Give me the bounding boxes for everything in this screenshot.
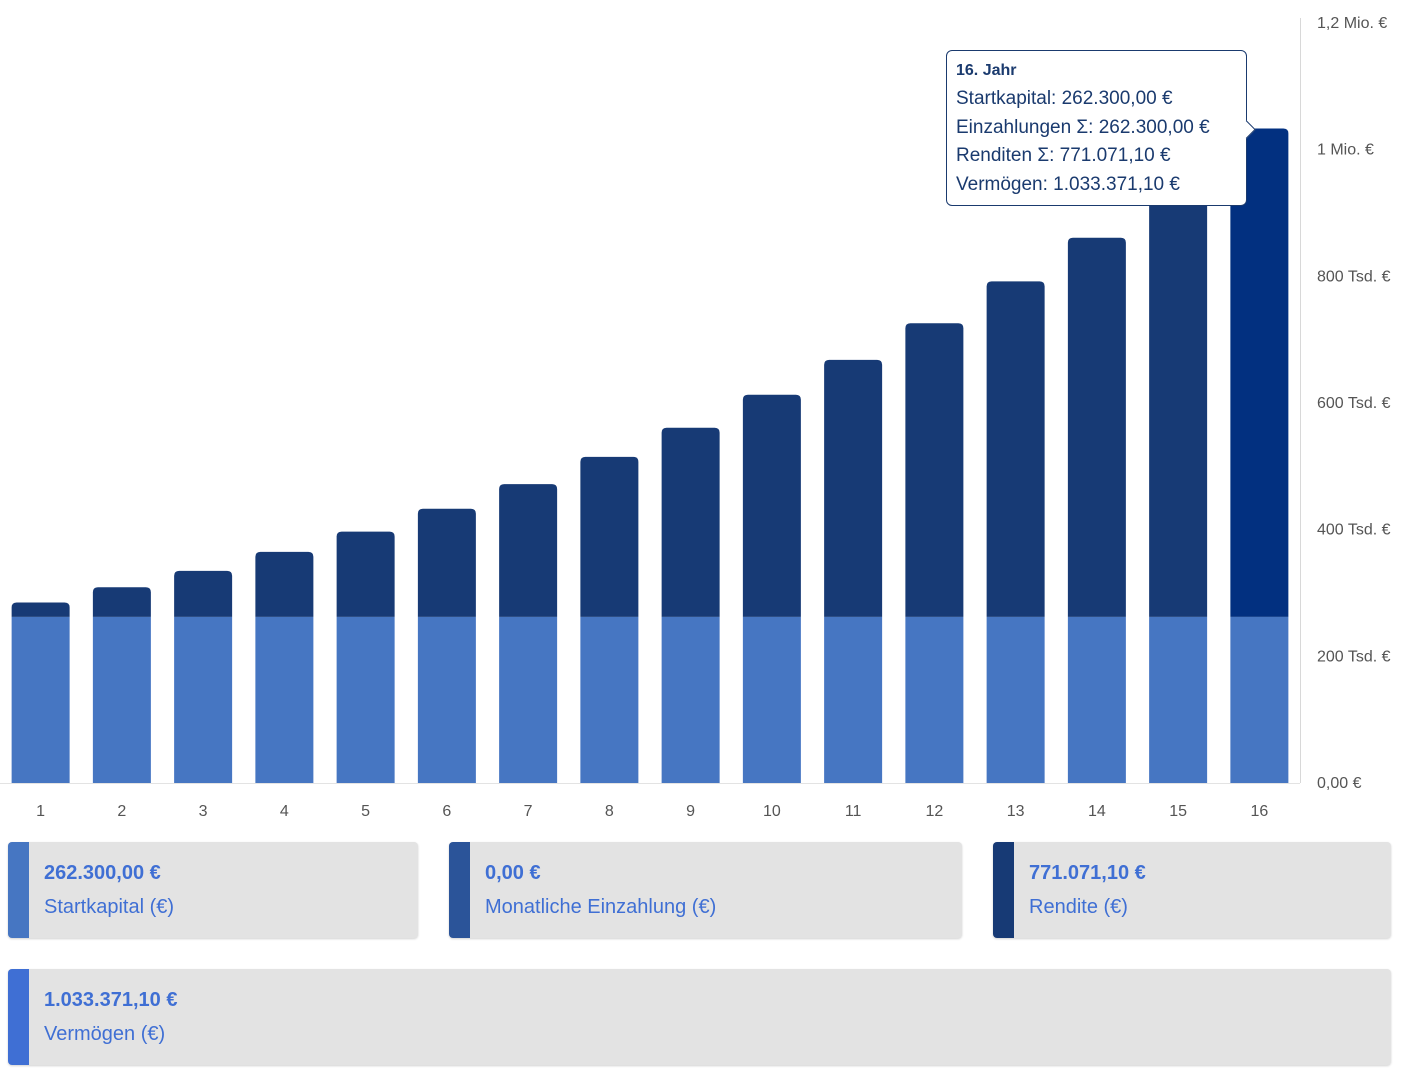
bar-rendite-4 [255, 551, 314, 617]
card-label: Monatliche Einzahlung (€) [485, 896, 717, 918]
chart-tooltip: 16. Jahr Startkapital: 262.300,00 € Einz… [946, 50, 1256, 206]
summary-card-rendite: 771.071,10 € Rendite (€) [993, 842, 1391, 938]
y-tick-label: 1 Mio. € [1317, 142, 1374, 159]
bar-startkapital-13 [986, 616, 1045, 783]
x-tick-label: 9 [686, 803, 695, 820]
bar-rendite-6 [417, 508, 476, 617]
card-value: 0,00 € [485, 862, 541, 884]
bar-startkapital-16 [1230, 616, 1289, 783]
tooltip-title: 16. Jahr [956, 62, 1017, 79]
bar-startkapital-12 [905, 616, 964, 783]
bar-rendite-5 [336, 531, 395, 617]
tooltip-renditen: Renditen Σ: 771.071,10 € [956, 145, 1171, 166]
wealth-chart: 0,00 € 200 Tsd. € 400 Tsd. € 600 Tsd. € 800 … [0, 15, 1391, 820]
y-tick-label: 200 Tsd. € [1317, 648, 1391, 665]
bar-rendite-3 [174, 570, 233, 617]
tooltip-einzahlungen: Einzahlungen Σ: 262.300,00 € [956, 116, 1210, 138]
x-tick-label: 6 [442, 803, 451, 820]
card-label: Rendite (€) [1029, 896, 1128, 918]
bar-startkapital-10 [742, 616, 801, 783]
bar-rendite-11 [824, 359, 883, 617]
card-color-stripe [449, 842, 470, 938]
x-tick-label: 11 [845, 803, 862, 820]
bar-rendite-14 [1067, 237, 1126, 617]
bar-rendite-10 [742, 394, 801, 617]
x-tick-label: 7 [524, 803, 533, 820]
card-color-stripe [8, 969, 29, 1065]
x-tick-label: 2 [117, 803, 126, 820]
bar-rendite-8 [580, 456, 639, 617]
summary-card-startkapital: 262.300,00 € Startkapital (€) [8, 842, 418, 938]
bar-startkapital-7 [499, 616, 558, 783]
tooltip-vermoegen: Vermögen: 1.033.371,10 € [956, 173, 1180, 195]
x-tick-label: 10 [763, 803, 781, 820]
tooltip-startkapital: Startkapital: 262.300,00 € [956, 88, 1173, 109]
x-tick-label: 16 [1250, 803, 1268, 820]
x-tick-label: 4 [280, 803, 289, 820]
x-tick-label: 12 [925, 803, 943, 820]
bar-rendite-1 [11, 602, 70, 617]
x-tick-label: 13 [1007, 803, 1025, 820]
bar-startkapital-4 [255, 616, 314, 783]
y-tick-label: 0,00 € [1317, 775, 1362, 792]
bars-group [11, 128, 1289, 783]
card-color-stripe [8, 842, 29, 938]
chart-canvas: 0,00 € 200 Tsd. € 400 Tsd. € 600 Tsd. € 800 … [0, 15, 1391, 820]
bar-startkapital-11 [824, 616, 883, 783]
bar-rendite-9 [661, 427, 720, 617]
bar-startkapital-14 [1067, 616, 1126, 783]
x-axis: 1 2 3 4 5 6 7 8 9 10 11 12 13 14 15 16 [0, 783, 1300, 820]
card-color-stripe [993, 842, 1014, 938]
bar-startkapital-5 [336, 616, 395, 783]
y-tick-label: 1,2 Mio. € [1317, 15, 1387, 32]
summary-card-einzahlung: 0,00 € Monatliche Einzahlung (€) [449, 842, 962, 938]
card-value: 262.300,00 € [44, 862, 161, 884]
bar-rendite-13 [986, 281, 1045, 617]
bar-startkapital-1 [11, 616, 70, 783]
bar-rendite-12 [905, 323, 964, 617]
y-tick-label: 400 Tsd. € [1317, 522, 1391, 539]
y-tick-label: 600 Tsd. € [1317, 395, 1391, 412]
card-label: Startkapital (€) [44, 896, 175, 918]
card-value: 771.071,10 € [1029, 862, 1146, 884]
bar-startkapital-3 [174, 616, 233, 783]
bar-startkapital-6 [417, 616, 476, 783]
x-tick-label: 1 [36, 803, 45, 820]
bar-startkapital-2 [92, 616, 151, 783]
bar-rendite-16 [1230, 128, 1289, 617]
summary-card-vermoegen: 1.033.371,10 € Vermögen (€) [8, 969, 1391, 1065]
x-tick-label: 5 [361, 803, 370, 820]
bar-rendite-15 [1149, 185, 1208, 617]
card-label: Vermögen (€) [44, 1023, 166, 1045]
bar-startkapital-9 [661, 616, 720, 783]
card-value: 1.033.371,10 € [44, 989, 178, 1011]
y-axis: 0,00 € 200 Tsd. € 400 Tsd. € 600 Tsd. € 800 … [1300, 15, 1391, 792]
x-tick-label: 15 [1169, 803, 1187, 820]
bar-rendite-7 [499, 484, 558, 617]
bar-rendite-2 [92, 587, 151, 617]
x-tick-label: 3 [199, 803, 208, 820]
bar-startkapital-15 [1149, 616, 1208, 783]
x-tick-label: 14 [1088, 803, 1106, 820]
x-tick-label: 8 [605, 803, 614, 820]
bar-startkapital-8 [580, 616, 639, 783]
y-tick-label: 800 Tsd. € [1317, 268, 1391, 285]
